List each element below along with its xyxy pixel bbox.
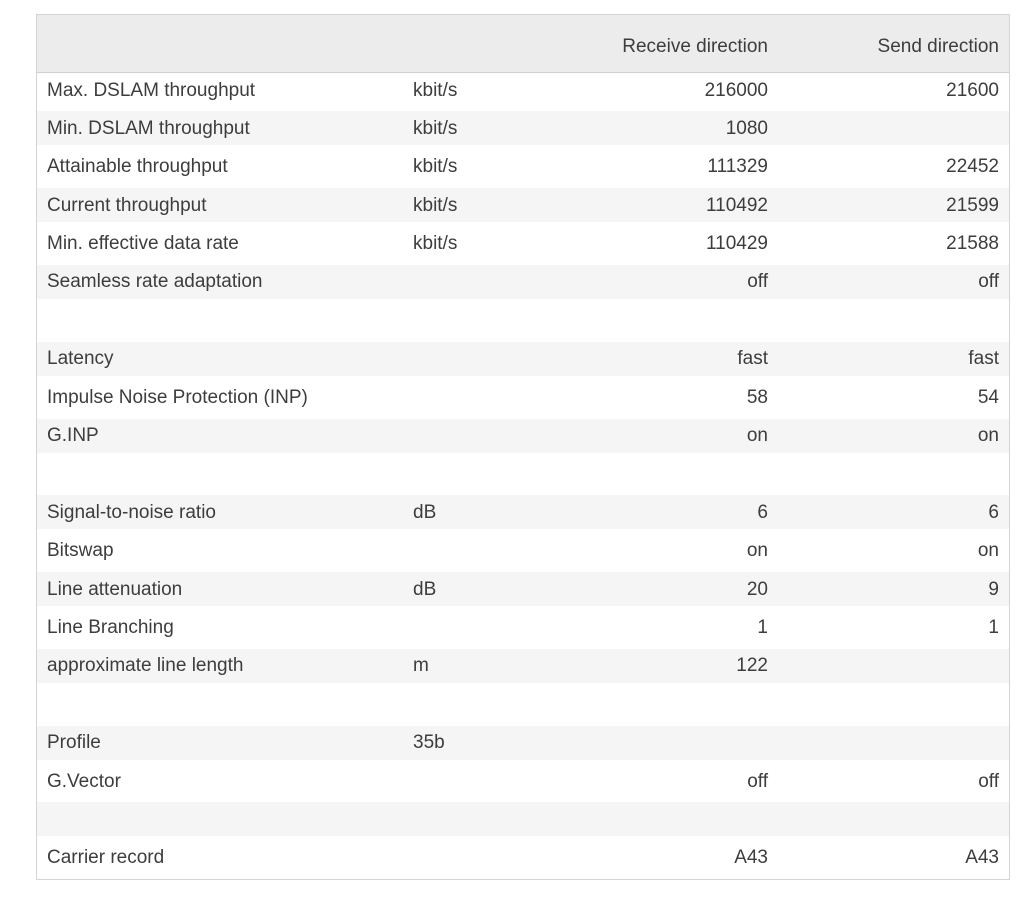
table-row: Attainable throughput kbit/s 111329 2245… <box>37 149 1009 184</box>
row-label: Line attenuation <box>47 579 183 599</box>
table-spacer-row <box>37 802 1009 837</box>
row-label: Signal-to-noise ratio <box>47 502 216 522</box>
row-send-value: off <box>978 271 999 293</box>
table-row: Carrier record A43 A43 <box>37 840 1009 875</box>
row-send-value: off <box>978 770 999 792</box>
row-unit: kbit/s <box>413 194 458 216</box>
header-send-direction: Send direction <box>877 36 999 57</box>
row-unit: 35b <box>413 732 445 754</box>
row-receive-value: 110429 <box>706 233 768 255</box>
table-spacer-row <box>37 687 1009 722</box>
row-unit: kbit/s <box>413 156 458 178</box>
row-unit: m <box>413 655 429 677</box>
row-unit: kbit/s <box>413 117 458 139</box>
row-unit: kbit/s <box>413 233 458 255</box>
row-unit: dB <box>413 501 437 523</box>
row-label: G.INP <box>47 426 99 446</box>
table-row: approximate line length m 122 <box>37 648 1009 683</box>
table-row: Signal-to-noise ratio dB 6 6 <box>37 495 1009 530</box>
row-label: G.Vector <box>47 771 121 791</box>
row-send-value: 22452 <box>946 156 999 178</box>
row-receive-value: 111329 <box>707 156 768 178</box>
row-receive-value: 1 <box>757 616 768 638</box>
row-receive-value: 1080 <box>725 117 768 139</box>
row-send-value: 54 <box>977 386 999 408</box>
row-receive-value: fast <box>737 348 768 370</box>
table-header-row: Receive direction Send direction <box>37 15 1009 73</box>
row-label: Min. DSLAM throughput <box>47 118 250 138</box>
row-label: Impulse Noise Protection (INP) <box>47 387 308 407</box>
table-spacer-row <box>37 303 1009 338</box>
table-row: Profile 35b <box>37 725 1009 760</box>
table-row: Line Branching 1 1 <box>37 610 1009 645</box>
row-receive-value: 110492 <box>706 194 768 216</box>
row-receive-value: on <box>746 425 768 447</box>
table-row: Bitswap on on <box>37 533 1009 568</box>
row-send-value: on <box>977 425 999 447</box>
row-send-value: 21588 <box>946 233 999 255</box>
row-receive-value: 20 <box>746 578 768 600</box>
row-receive-value: on <box>746 540 768 562</box>
row-label: Profile <box>47 733 101 753</box>
row-send-value: 9 <box>988 578 999 600</box>
row-receive-value: 58 <box>746 386 768 408</box>
row-label: Carrier record <box>47 848 165 868</box>
row-label: Min. effective data rate <box>47 234 239 254</box>
table-row: Max. DSLAM throughput kbit/s 216000 2160… <box>37 73 1009 107</box>
table-spacer-row <box>37 456 1009 491</box>
dsl-info-table: Receive direction Send direction Max. DS… <box>36 14 1010 881</box>
row-receive-value: 216000 <box>704 79 768 101</box>
row-unit: kbit/s <box>413 79 458 101</box>
row-label: Current throughput <box>47 195 207 215</box>
row-receive-value: A43 <box>734 847 768 869</box>
row-receive-value: 6 <box>757 501 768 523</box>
row-label: approximate line length <box>47 656 244 676</box>
row-unit: dB <box>413 578 437 600</box>
row-receive-value: off <box>747 770 768 792</box>
row-label: Max. DSLAM throughput <box>47 80 256 100</box>
row-send-value: A43 <box>965 847 999 869</box>
row-send-value: 21600 <box>946 79 999 101</box>
table-row: Min. effective data rate kbit/s 110429 2… <box>37 226 1009 261</box>
row-label: Attainable throughput <box>47 157 228 177</box>
row-send-value: 1 <box>988 616 999 638</box>
table-row: Line attenuation dB 20 9 <box>37 572 1009 607</box>
table-row: G.INP on on <box>37 418 1009 453</box>
row-send-value: 6 <box>988 501 999 523</box>
header-receive-direction: Receive direction <box>622 36 768 57</box>
row-label: Bitswap <box>47 541 114 561</box>
table-body: Max. DSLAM throughput kbit/s 216000 2160… <box>37 73 1009 875</box>
table-row: Min. DSLAM throughput kbit/s 1080 <box>37 111 1009 146</box>
row-receive-value: off <box>747 271 768 293</box>
row-label: Seamless rate adaptation <box>47 272 263 292</box>
row-label: Latency <box>47 349 114 369</box>
row-send-value: fast <box>968 348 999 370</box>
row-label: Line Branching <box>47 617 174 637</box>
row-receive-value: 122 <box>736 655 768 677</box>
table-row: Current throughput kbit/s 110492 21599 <box>37 188 1009 223</box>
table-row: Latency fast fast <box>37 341 1009 376</box>
table-row: Impulse Noise Protection (INP) 58 54 <box>37 380 1009 415</box>
table-row: G.Vector off off <box>37 764 1009 799</box>
table-row: Seamless rate adaptation off off <box>37 264 1009 299</box>
row-send-value: 21599 <box>946 194 999 216</box>
row-send-value: on <box>977 540 999 562</box>
